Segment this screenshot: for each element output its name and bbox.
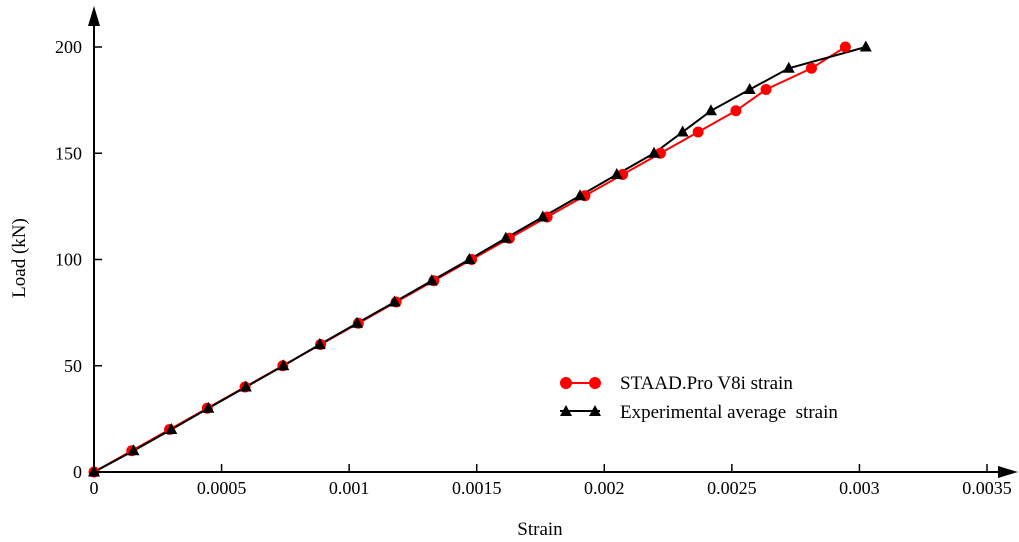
data-point-circle	[805, 62, 817, 74]
data-point-triangle	[425, 274, 438, 286]
legend-label-experimental: Experimental average strain	[620, 402, 838, 423]
x-tick-label: 0.003	[839, 478, 880, 498]
y-ticks: 0 50 100 150 200	[55, 37, 102, 482]
data-point-triangle	[388, 295, 401, 307]
legend-marker-experimental	[560, 405, 572, 416]
data-point-triangle	[574, 189, 587, 201]
series-markers	[88, 40, 872, 478]
data-point-triangle	[610, 168, 623, 179]
y-axis-arrow	[88, 6, 100, 26]
y-tick-label: 100	[55, 250, 82, 270]
data-point-circle	[692, 126, 704, 138]
y-tick-label: 200	[55, 37, 82, 57]
data-point-triangle	[127, 444, 140, 456]
data-point-triangle	[165, 423, 178, 434]
legend-marker-staad	[560, 377, 572, 389]
data-point-triangle	[743, 83, 756, 94]
y-tick-label: 150	[55, 143, 82, 163]
y-tick-label: 0	[73, 462, 82, 482]
data-point-triangle	[277, 359, 290, 371]
data-point-triangle	[351, 316, 364, 328]
legend-marker-experimental	[589, 405, 601, 416]
x-tick-label: 0.0005	[197, 478, 247, 498]
legend-marker-staad	[589, 377, 601, 389]
data-point-triangle	[782, 61, 795, 73]
data-point-triangle	[676, 125, 689, 137]
x-tick-label: 0.0025	[707, 478, 757, 498]
x-axis-arrow	[998, 466, 1018, 478]
y-tick-label: 50	[64, 356, 82, 376]
data-point-triangle	[202, 401, 215, 413]
data-point-circle	[839, 41, 851, 53]
legend: STAAD.Pro V8i strain Experimental averag…	[560, 373, 838, 423]
data-point-triangle	[859, 40, 872, 52]
data-point-triangle	[499, 231, 512, 243]
x-ticks: 0 0.0005 0.001 0.0015 0.002 0.0025 0.003 0.0035	[90, 464, 1012, 498]
data-point-triangle	[463, 253, 476, 264]
x-tick-label: 0.0015	[452, 478, 502, 498]
y-axis-title: Load (kN)	[9, 218, 30, 298]
data-point-triangle	[536, 210, 549, 222]
data-point-triangle	[313, 338, 326, 349]
x-tick-label: 0.0035	[962, 478, 1012, 498]
data-point-triangle	[239, 380, 252, 392]
x-tick-label: 0.001	[329, 478, 370, 498]
data-point-circle	[760, 84, 772, 95]
x-tick-label: 0	[90, 478, 99, 498]
x-tick-label: 0.002	[584, 478, 625, 498]
data-point-triangle	[704, 104, 717, 116]
data-point-triangle	[648, 146, 661, 158]
data-point-circle	[730, 105, 742, 117]
x-axis-title: Strain	[517, 519, 563, 540]
legend-label-staad: STAAD.Pro V8i strain	[620, 373, 793, 394]
